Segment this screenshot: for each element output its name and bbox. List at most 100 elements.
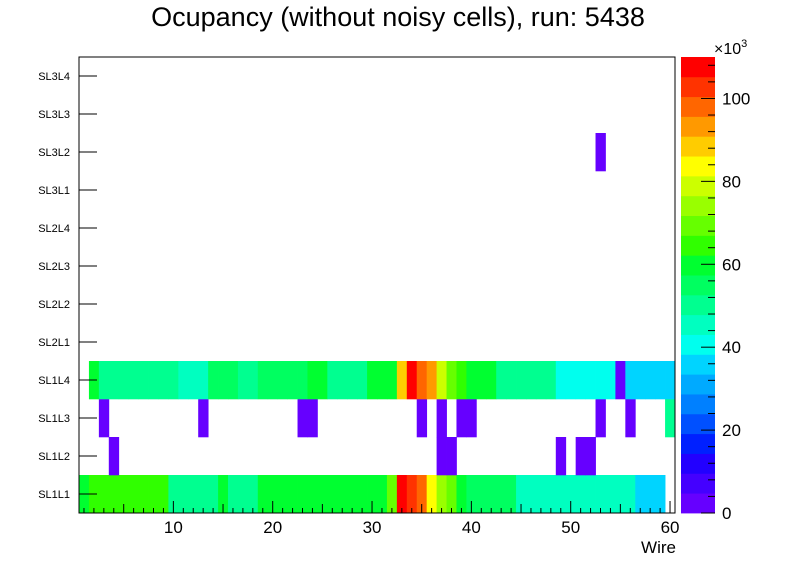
heatmap-cell	[347, 361, 358, 400]
colorbar-swatch	[681, 96, 715, 117]
x-tick-label: 60	[661, 518, 680, 537]
heatmap-cell	[287, 361, 298, 400]
heatmap-cell	[605, 361, 616, 400]
heatmap-cell	[198, 475, 209, 514]
heatmap-cell	[516, 475, 527, 514]
heatmap-cell	[555, 475, 567, 514]
heatmap-cell	[496, 475, 507, 514]
heatmap-cell	[208, 475, 219, 514]
heatmap-cell	[635, 475, 646, 514]
heatmap-cells	[79, 133, 676, 514]
heatmap-cell	[655, 475, 666, 514]
colorbar-exponent-power: 3	[741, 38, 747, 50]
heatmap-cell	[218, 475, 229, 514]
y-category-label: SL2L1	[38, 337, 70, 349]
heatmap-cell	[188, 361, 199, 400]
heatmap-cell	[625, 361, 636, 400]
colorbar-tick-label: 40	[722, 338, 741, 357]
heatmap-cell	[128, 361, 139, 400]
heatmap-cell	[178, 361, 189, 400]
heatmap-cell	[496, 361, 507, 400]
heatmap-cell	[386, 475, 398, 514]
y-category-label: SL1L1	[38, 489, 70, 501]
colorbar-swatch	[681, 76, 715, 98]
heatmap-cell	[466, 475, 477, 514]
heatmap-cell	[198, 361, 209, 400]
heatmap-cell	[506, 475, 517, 514]
colorbar-swatch	[681, 275, 715, 296]
heatmap-cell	[257, 361, 269, 400]
heatmap-cell	[337, 475, 348, 514]
colorbar-swatch	[681, 334, 715, 355]
colorbar-tick-label: 0	[722, 504, 731, 523]
y-category-label: SL3L3	[38, 109, 70, 121]
heatmap-cell	[436, 437, 447, 476]
heatmap-cell	[386, 361, 398, 400]
colorbar-swatch	[681, 453, 715, 474]
colorbar-tick-label: 100	[722, 89, 750, 108]
colorbar-swatch	[681, 116, 715, 137]
heatmap-cell	[466, 361, 477, 400]
heatmap-cell	[118, 475, 130, 514]
x-tick-label: 10	[164, 518, 183, 537]
heatmap-cell	[665, 361, 676, 400]
colorbar-swatch	[681, 136, 715, 157]
heatmap-cell	[218, 361, 229, 400]
colorbar-swatch	[681, 294, 715, 316]
heatmap-cell	[555, 361, 567, 400]
heatmap-cell	[237, 475, 249, 514]
heatmap-cell	[595, 133, 606, 172]
colorbar-swatch	[681, 354, 715, 375]
heatmap-cell	[645, 361, 656, 400]
heatmap-cell	[247, 361, 259, 400]
colorbar-swatch	[681, 413, 715, 435]
heatmap-cell	[545, 361, 557, 400]
heatmap-cell	[188, 475, 199, 514]
colorbar-swatch	[681, 57, 715, 78]
heatmap-cell	[476, 361, 487, 400]
colorbar-swatch	[681, 175, 715, 197]
y-category-label: SL3L1	[38, 185, 70, 197]
heatmap-cell	[555, 437, 567, 476]
heatmap-cell	[158, 475, 169, 514]
heatmap-cell	[148, 361, 159, 400]
heatmap-cell	[267, 475, 279, 514]
heatmap-cell	[416, 475, 428, 514]
heatmap-cell	[615, 475, 626, 514]
y-category-label: SL2L2	[38, 299, 70, 311]
y-category-label: SL3L4	[38, 71, 70, 83]
heatmap-cell	[416, 399, 428, 438]
heatmap-cell	[565, 475, 577, 514]
heatmap-cell	[575, 437, 586, 476]
heatmap-cell	[396, 361, 408, 400]
heatmap-cell	[456, 361, 467, 400]
heatmap-cell	[148, 475, 159, 514]
colorbar-swatch	[681, 156, 715, 177]
heatmap-cell	[625, 399, 636, 438]
y-category-label: SL1L4	[38, 375, 70, 387]
heatmap-cell	[535, 361, 547, 400]
heatmap-cell	[367, 475, 378, 514]
heatmap-cell	[98, 475, 110, 514]
heatmap-cell	[287, 475, 298, 514]
heatmap-cell	[357, 361, 368, 400]
heatmap-cell	[307, 475, 318, 514]
heatmap-cell	[585, 361, 596, 400]
heatmap-cell	[595, 399, 606, 438]
y-category-label: SL3L2	[38, 147, 70, 159]
colorbar-swatch	[681, 394, 715, 415]
x-tick-label: 40	[462, 518, 481, 537]
x-axis-label: Wire	[641, 538, 676, 557]
heatmap-cell	[307, 399, 318, 438]
chart-title: Ocupancy (without noisy cells), run: 543…	[151, 2, 645, 32]
x-tick-label: 30	[363, 518, 382, 537]
heatmap-cell	[108, 475, 120, 514]
heatmap-cell	[446, 437, 457, 476]
heatmap-cell	[655, 361, 666, 400]
heatmap-cell	[456, 399, 467, 438]
heatmap-cell	[476, 475, 487, 514]
heatmap-cell	[198, 399, 209, 438]
heatmap-cell	[615, 361, 626, 400]
y-category-label: SL2L4	[38, 223, 70, 235]
